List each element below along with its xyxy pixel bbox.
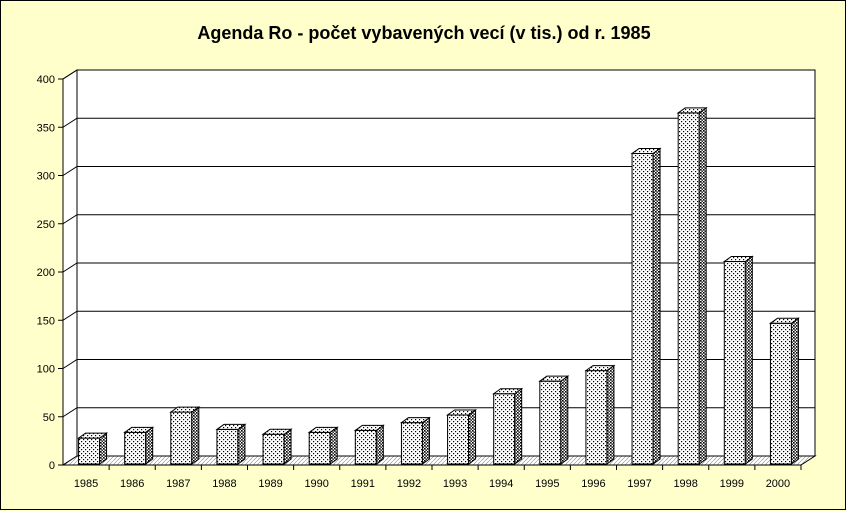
bar-side bbox=[145, 426, 154, 465]
bar bbox=[723, 261, 746, 465]
y-tick-label: 50 bbox=[43, 412, 55, 424]
bar-top bbox=[676, 107, 708, 114]
bar bbox=[400, 422, 423, 465]
y-tick-label: 100 bbox=[37, 364, 55, 376]
x-tick-label: 1995 bbox=[535, 478, 559, 490]
y-gridline bbox=[62, 117, 815, 128]
y-tick-label: 250 bbox=[37, 219, 55, 231]
x-tick-label: 1988 bbox=[212, 478, 236, 490]
y-gridline bbox=[62, 407, 815, 418]
bar-top bbox=[123, 426, 155, 433]
y-tick-label: 300 bbox=[37, 171, 55, 183]
bar bbox=[631, 152, 654, 465]
bar-side bbox=[468, 408, 477, 465]
bar-side bbox=[744, 255, 753, 465]
bar-side bbox=[606, 364, 615, 465]
x-tick-label: 1994 bbox=[489, 478, 513, 490]
bar bbox=[354, 429, 377, 465]
bar-side bbox=[560, 375, 569, 465]
bar-top bbox=[584, 365, 616, 372]
x-tick-label: 1997 bbox=[627, 478, 651, 490]
plot-area: 0 50 100 150 200 250 300 350 400 1985 1986 1987 1988… bbox=[37, 69, 817, 490]
bar-side bbox=[790, 317, 799, 465]
x-tick-label: 1998 bbox=[673, 478, 697, 490]
bar bbox=[124, 431, 147, 465]
bar bbox=[447, 414, 470, 465]
y-tick-label: 200 bbox=[37, 267, 55, 279]
bar-top bbox=[538, 375, 570, 382]
y-gridline bbox=[62, 166, 815, 176]
x-tick-label: 2000 bbox=[766, 478, 790, 490]
bar-side bbox=[698, 106, 707, 465]
bar bbox=[262, 433, 285, 465]
bar bbox=[677, 112, 700, 465]
bar-top bbox=[353, 424, 385, 431]
bar bbox=[539, 380, 562, 465]
y-gridline bbox=[62, 310, 815, 321]
bar bbox=[308, 431, 331, 465]
bar-top bbox=[446, 409, 478, 416]
bar-top bbox=[169, 406, 201, 413]
bar bbox=[216, 428, 239, 465]
bar-side bbox=[514, 387, 523, 465]
bar bbox=[769, 322, 792, 465]
bar-top bbox=[492, 388, 524, 395]
x-tick-label: 1993 bbox=[443, 478, 467, 490]
y-tick-label: 350 bbox=[37, 122, 55, 134]
x-tick-label: 1992 bbox=[397, 478, 421, 490]
bar-top bbox=[722, 256, 754, 263]
bar-top bbox=[768, 317, 800, 324]
bar bbox=[585, 370, 608, 465]
y-gridline bbox=[62, 214, 815, 225]
x-tick-label: 1999 bbox=[720, 478, 744, 490]
x-tick-label: 1989 bbox=[258, 478, 282, 490]
bar bbox=[493, 393, 516, 465]
bar-top bbox=[77, 432, 109, 439]
bar-top bbox=[630, 147, 662, 154]
x-tick-label: 1985 bbox=[74, 478, 98, 490]
bar-side bbox=[329, 426, 338, 465]
bar-top bbox=[307, 426, 339, 433]
x-tick-label: 1987 bbox=[166, 478, 190, 490]
bar bbox=[78, 437, 101, 465]
bar-side bbox=[191, 406, 200, 465]
bar-top bbox=[261, 428, 293, 435]
bar-side bbox=[421, 416, 430, 465]
bar-side bbox=[375, 424, 384, 465]
y-gridline bbox=[62, 262, 815, 273]
y-gridline bbox=[62, 69, 815, 80]
chart-title: Agenda Ro - počet vybavených vecí (v tis… bbox=[197, 23, 650, 43]
y-tick-label: 0 bbox=[49, 460, 55, 472]
x-tick-label: 1996 bbox=[581, 478, 605, 490]
y-gridline bbox=[62, 359, 815, 369]
bar-top bbox=[215, 423, 247, 430]
y-tick-label: 400 bbox=[37, 74, 55, 86]
x-tick-label: 1990 bbox=[304, 478, 328, 490]
bar-side bbox=[652, 147, 661, 465]
bar-top bbox=[399, 417, 431, 424]
bar-side bbox=[283, 428, 292, 465]
y-tick-label: 150 bbox=[37, 315, 55, 327]
bar bbox=[170, 411, 193, 465]
x-tick-label: 1986 bbox=[120, 478, 144, 490]
x-tick-label: 1991 bbox=[351, 478, 375, 490]
bar-side bbox=[237, 423, 246, 465]
